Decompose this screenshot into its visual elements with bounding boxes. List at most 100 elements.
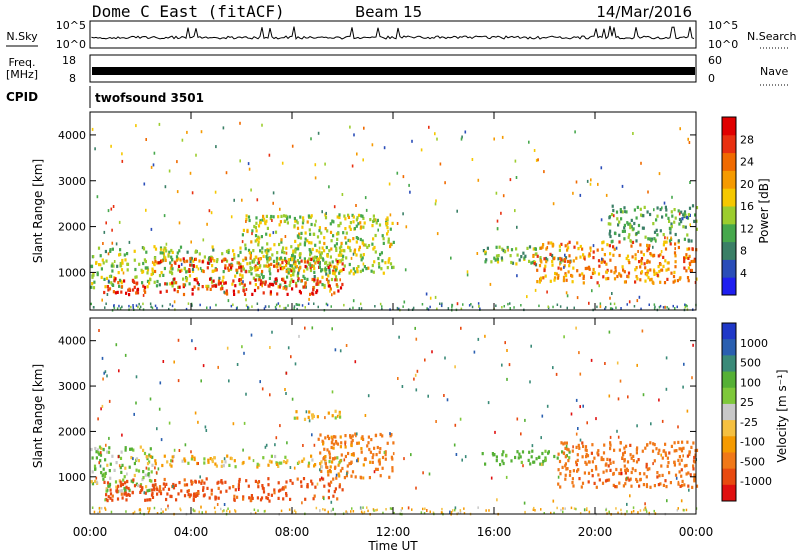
- data-cell-vel: [285, 480, 288, 484]
- data-cell-power: [209, 277, 212, 281]
- data-cell-power: [355, 224, 358, 228]
- data-cell-vel: [317, 437, 320, 441]
- data-cell-vel: [591, 443, 594, 447]
- data-cell-vel: [248, 496, 251, 500]
- data-cell-power: [661, 215, 664, 219]
- scatter-cell-vel: [205, 429, 208, 432]
- data-cell-vel: [156, 492, 159, 496]
- data-cell-power: [313, 266, 316, 271]
- data-cell-power: [545, 260, 548, 264]
- data-cell-power: [161, 251, 164, 255]
- data-cell-power: [379, 252, 382, 257]
- scatter-cell-power: [613, 214, 615, 218]
- data-cell-vel: [609, 447, 612, 451]
- data-cell-power: [605, 277, 608, 281]
- scatter-cell-vel: [505, 475, 508, 479]
- data-cell-power: [665, 208, 668, 212]
- data-cell-vel: [251, 496, 254, 500]
- data-cell-vel: [392, 441, 395, 445]
- scatter-cell-power: [664, 236, 666, 240]
- data-cell-power: [302, 274, 305, 278]
- scatter-cell-vel: [191, 339, 193, 343]
- data-cell-vel: [284, 455, 287, 459]
- scatter-cell-vel: [243, 421, 246, 425]
- scatter-cell-vel: [557, 475, 560, 479]
- data-cell-power: [571, 274, 574, 278]
- data-cell-vel: [200, 481, 203, 485]
- ground-cell-power: [666, 306, 668, 309]
- data-cell-power: [506, 245, 509, 250]
- data-cell-power: [353, 248, 357, 252]
- data-cell-power: [334, 275, 338, 279]
- scatter-cell-power: [496, 219, 499, 223]
- data-cell-vel: [609, 441, 612, 445]
- colorbar-tick-label: 12: [740, 222, 754, 235]
- scatter-cell-power: [387, 229, 389, 233]
- data-cell-power: [223, 281, 226, 285]
- data-cell-power: [649, 268, 652, 272]
- data-cell-vel: [493, 453, 496, 457]
- scatter-cell-vel: [334, 348, 337, 352]
- data-cell-power: [340, 245, 343, 249]
- data-cell-power: [153, 256, 156, 260]
- data-cell-power: [231, 257, 234, 262]
- scatter-cell-power: [272, 231, 275, 235]
- data-cell-power: [500, 256, 503, 260]
- data-cell-power: [626, 254, 630, 258]
- data-cell-power: [578, 273, 581, 277]
- data-cell-power: [547, 241, 550, 245]
- ground-cell-vel: [452, 509, 454, 512]
- data-cell-power: [648, 260, 651, 264]
- data-cell-power: [261, 269, 264, 274]
- scatter-cell-vel: [428, 472, 431, 476]
- data-cell-power: [235, 268, 238, 272]
- data-cell-power: [656, 233, 659, 237]
- data-cell-power: [323, 285, 326, 289]
- data-cell-power: [249, 268, 252, 272]
- data-cell-vel: [118, 489, 121, 493]
- colorbar-tick-label: -100: [740, 436, 765, 449]
- data-cell-power: [367, 266, 370, 270]
- data-cell-power: [330, 277, 334, 282]
- data-cell-power: [319, 253, 322, 257]
- scatter-cell-power: [115, 242, 118, 246]
- scatter-cell-power: [444, 181, 446, 185]
- scatter-cell-vel: [343, 458, 346, 462]
- scatter-cell-power: [110, 207, 113, 211]
- data-cell-power: [680, 220, 683, 224]
- data-cell-power: [602, 275, 605, 279]
- data-cell-power: [338, 269, 342, 273]
- scatter-cell-power: [272, 191, 275, 195]
- ground-cell-power: [507, 302, 509, 306]
- scatter-cell-vel: [650, 422, 652, 426]
- data-cell-power: [549, 279, 552, 283]
- scatter-cell-vel: [298, 334, 300, 338]
- data-cell-vel: [119, 480, 122, 484]
- data-cell-power: [259, 219, 262, 223]
- data-cell-vel: [107, 450, 111, 454]
- data-cell-power: [691, 204, 695, 208]
- data-cell-vel: [339, 415, 342, 419]
- data-cell-vel: [378, 450, 381, 454]
- scatter-cell-power: [279, 207, 281, 211]
- ground-cell-vel: [330, 509, 333, 513]
- data-cell-vel: [228, 463, 231, 467]
- scatter-cell-power: [500, 211, 502, 215]
- data-cell-vel: [377, 459, 380, 463]
- ground-cell-power: [429, 305, 431, 309]
- data-cell-vel: [514, 455, 517, 460]
- data-cell-power: [312, 288, 315, 292]
- data-cell-vel: [143, 451, 147, 456]
- scatter-cell-vel: [323, 497, 325, 501]
- scatter-cell-power: [484, 250, 486, 254]
- ground-cell-vel: [263, 510, 266, 513]
- data-cell-power: [209, 257, 212, 261]
- scatter-cell-power: [317, 131, 320, 135]
- data-cell-power: [252, 249, 255, 253]
- scatter-cell-power: [328, 185, 330, 189]
- scatter-cell-power: [674, 247, 676, 251]
- data-cell-vel: [576, 458, 579, 462]
- scatter-cell-vel: [177, 338, 180, 342]
- ground-cell-power: [381, 307, 383, 311]
- scatter-cell-power: [143, 182, 146, 186]
